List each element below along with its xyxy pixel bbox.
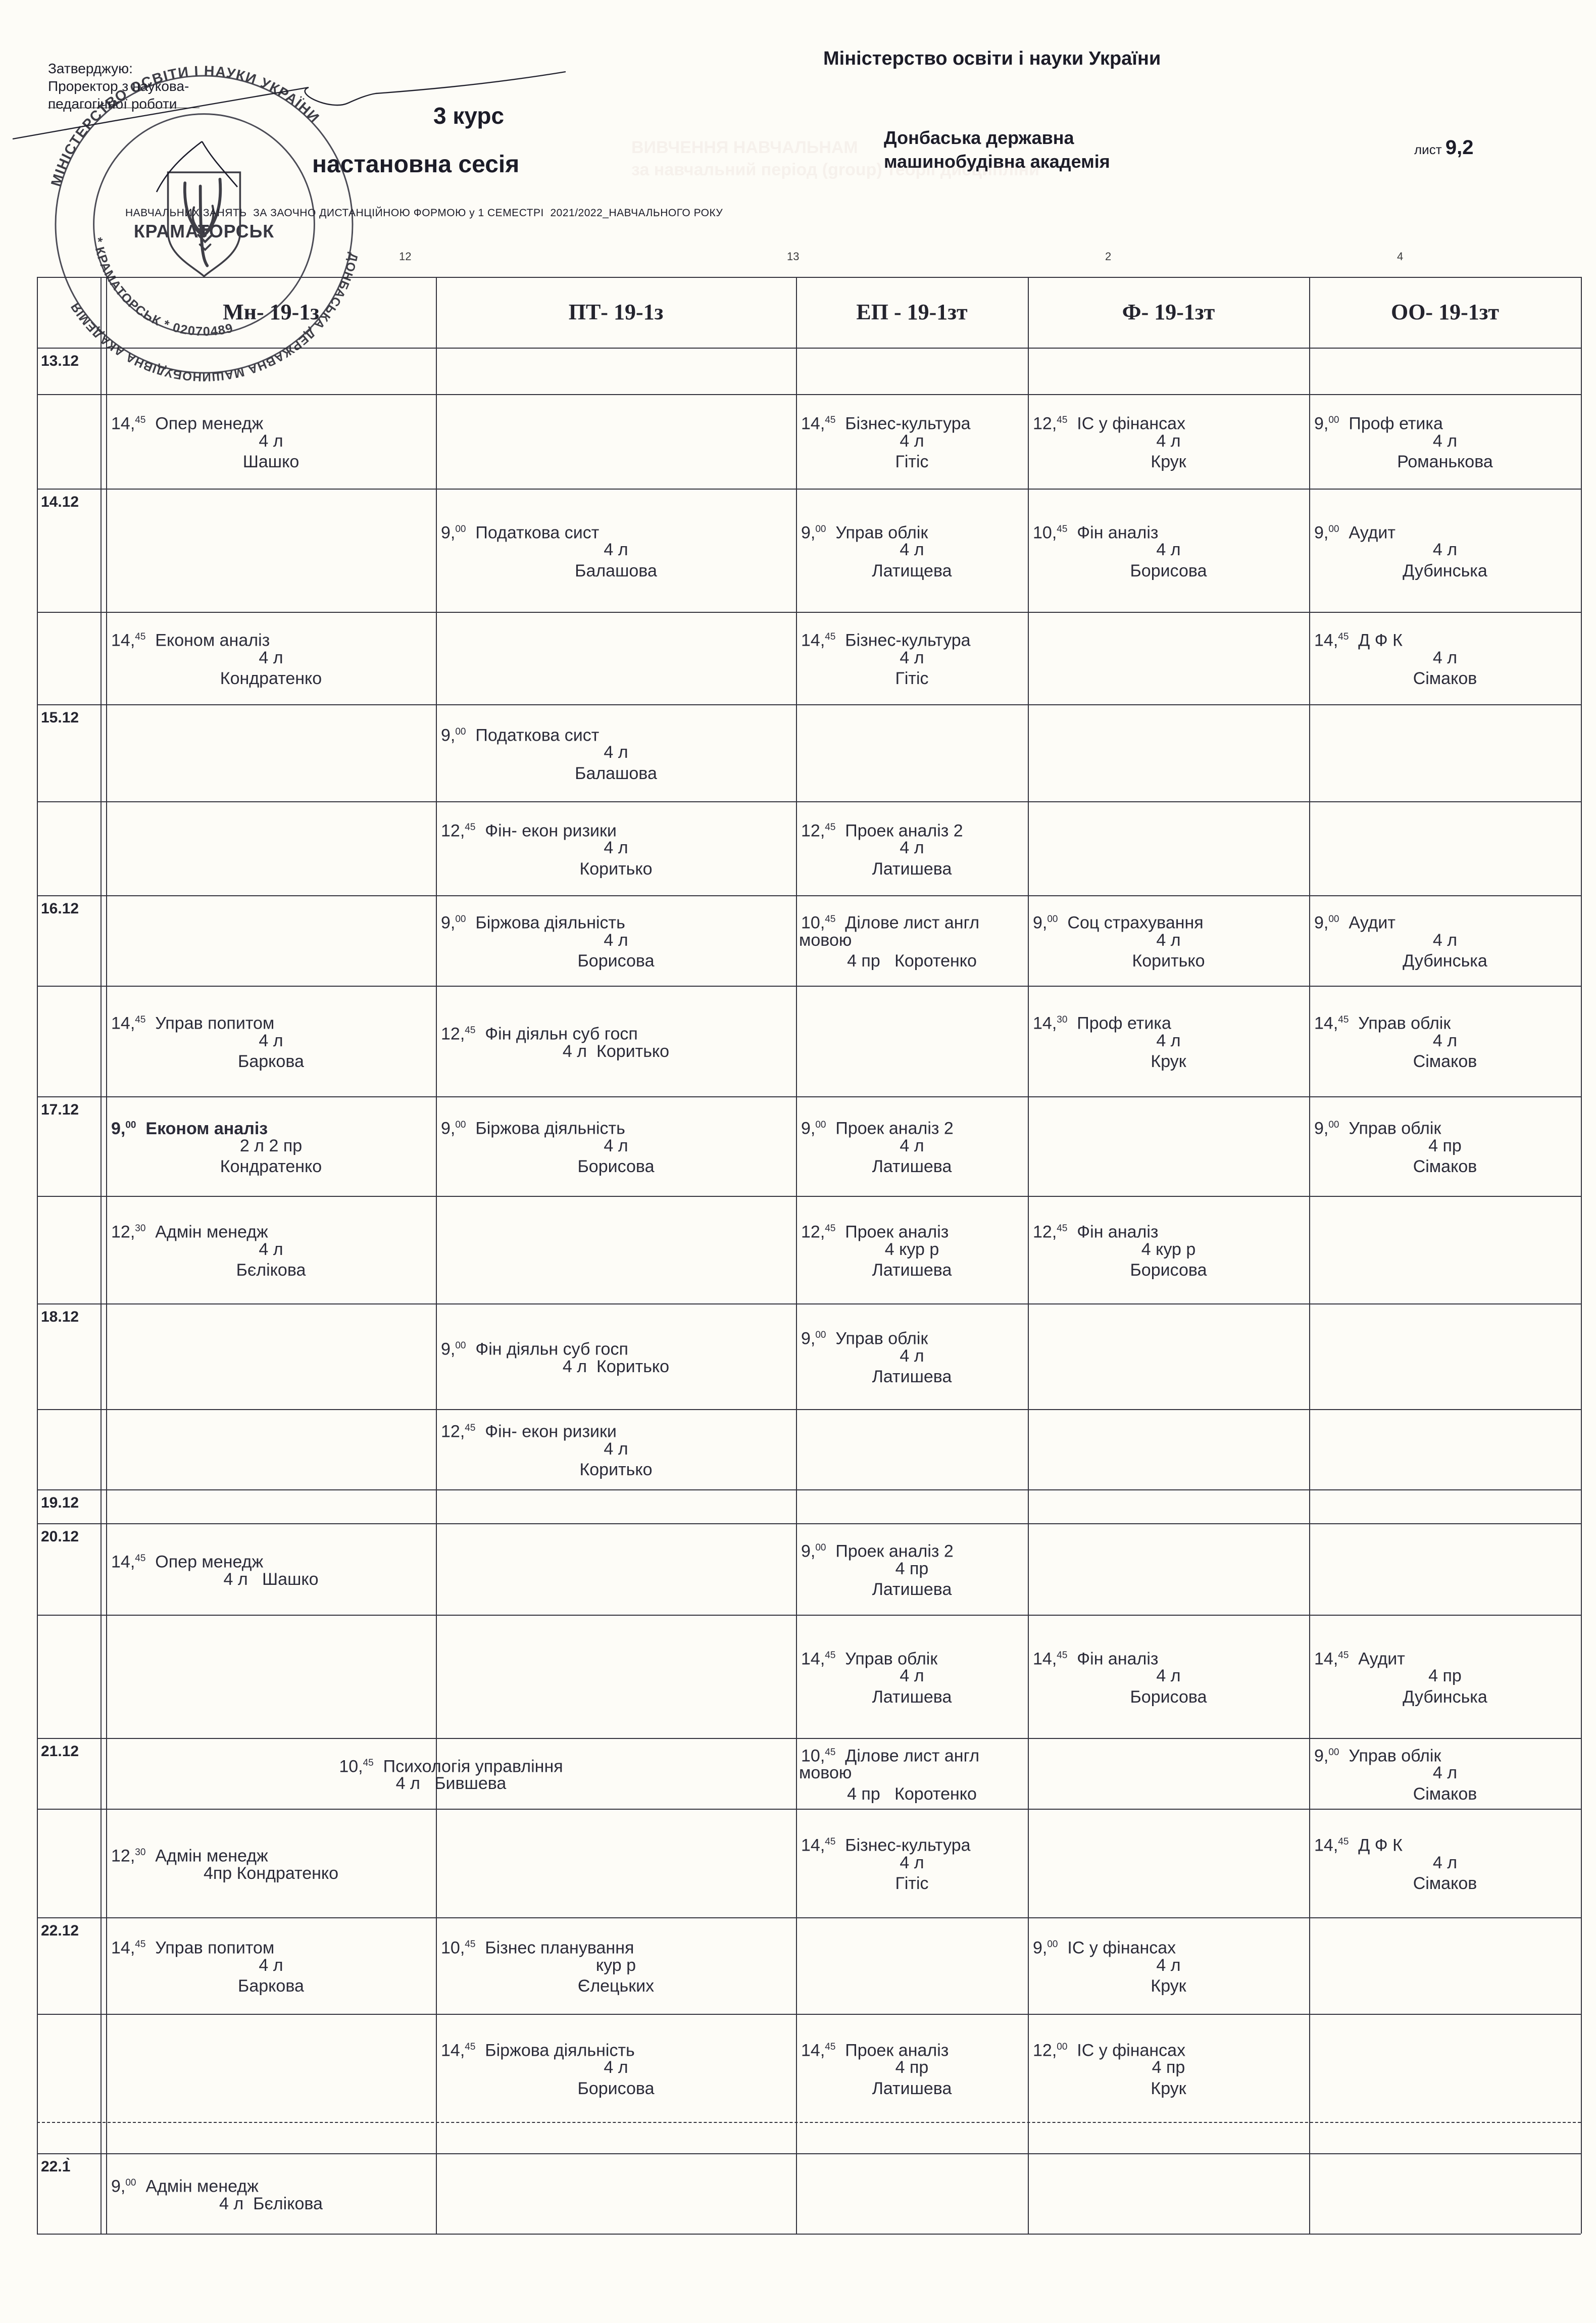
svg-text:* КРАМАТОРСЬК * 02070489: * КРАМАТОРСЬК * 02070489 — [90, 236, 235, 338]
